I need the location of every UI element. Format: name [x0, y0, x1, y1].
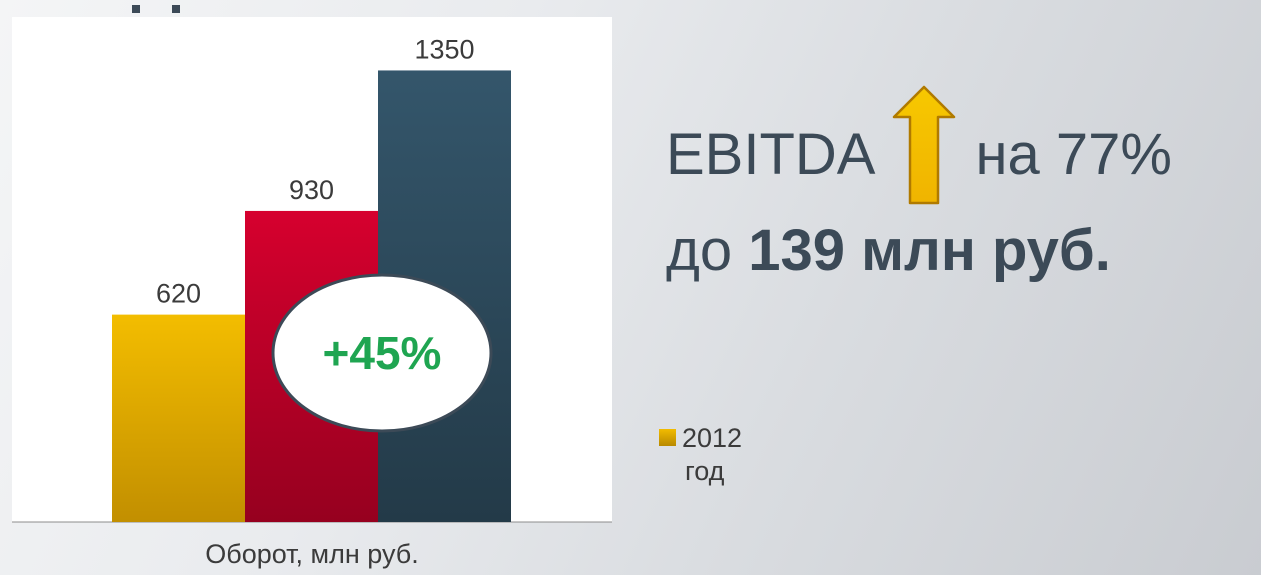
ebitda-summary: EBITDA на 77% до 139 млн руб.: [666, 85, 1173, 287]
legend-unit: год: [685, 456, 725, 486]
chart-panel: 620 930 1350 +45% Оборот, млн руб.: [12, 17, 612, 569]
ebitda-change: на 77%: [975, 122, 1173, 187]
bar-1: [112, 314, 245, 522]
x-axis-title: Оборот, млн руб.: [205, 539, 419, 569]
ebitda-label: EBITDA: [666, 122, 876, 187]
bar-2-value-label: 930: [289, 175, 334, 205]
chart-legend: 2012 год: [659, 422, 742, 488]
up-arrow-icon: [892, 85, 955, 205]
legend-swatch: [659, 429, 676, 446]
header-fragment: [128, 0, 188, 13]
growth-annotation: +45%: [323, 327, 442, 379]
growth-oval: [271, 273, 493, 433]
bar-3-value-label: 1350: [414, 34, 474, 64]
ebitda-amount-line: до 139 млн руб.: [666, 215, 1172, 287]
ebitda-prefix: до: [666, 218, 733, 283]
legend-entry: 2012: [659, 422, 742, 455]
ebitda-amount: 139 млн руб.: [748, 218, 1111, 283]
bar-chart: 620 930 1350 +45% Оборот, млн руб.: [12, 34, 612, 569]
bar-1-value-label: 620: [156, 279, 201, 309]
ebitda-headline: EBITDA на 77%: [666, 85, 1173, 215]
legend-year: 2012: [682, 423, 743, 453]
